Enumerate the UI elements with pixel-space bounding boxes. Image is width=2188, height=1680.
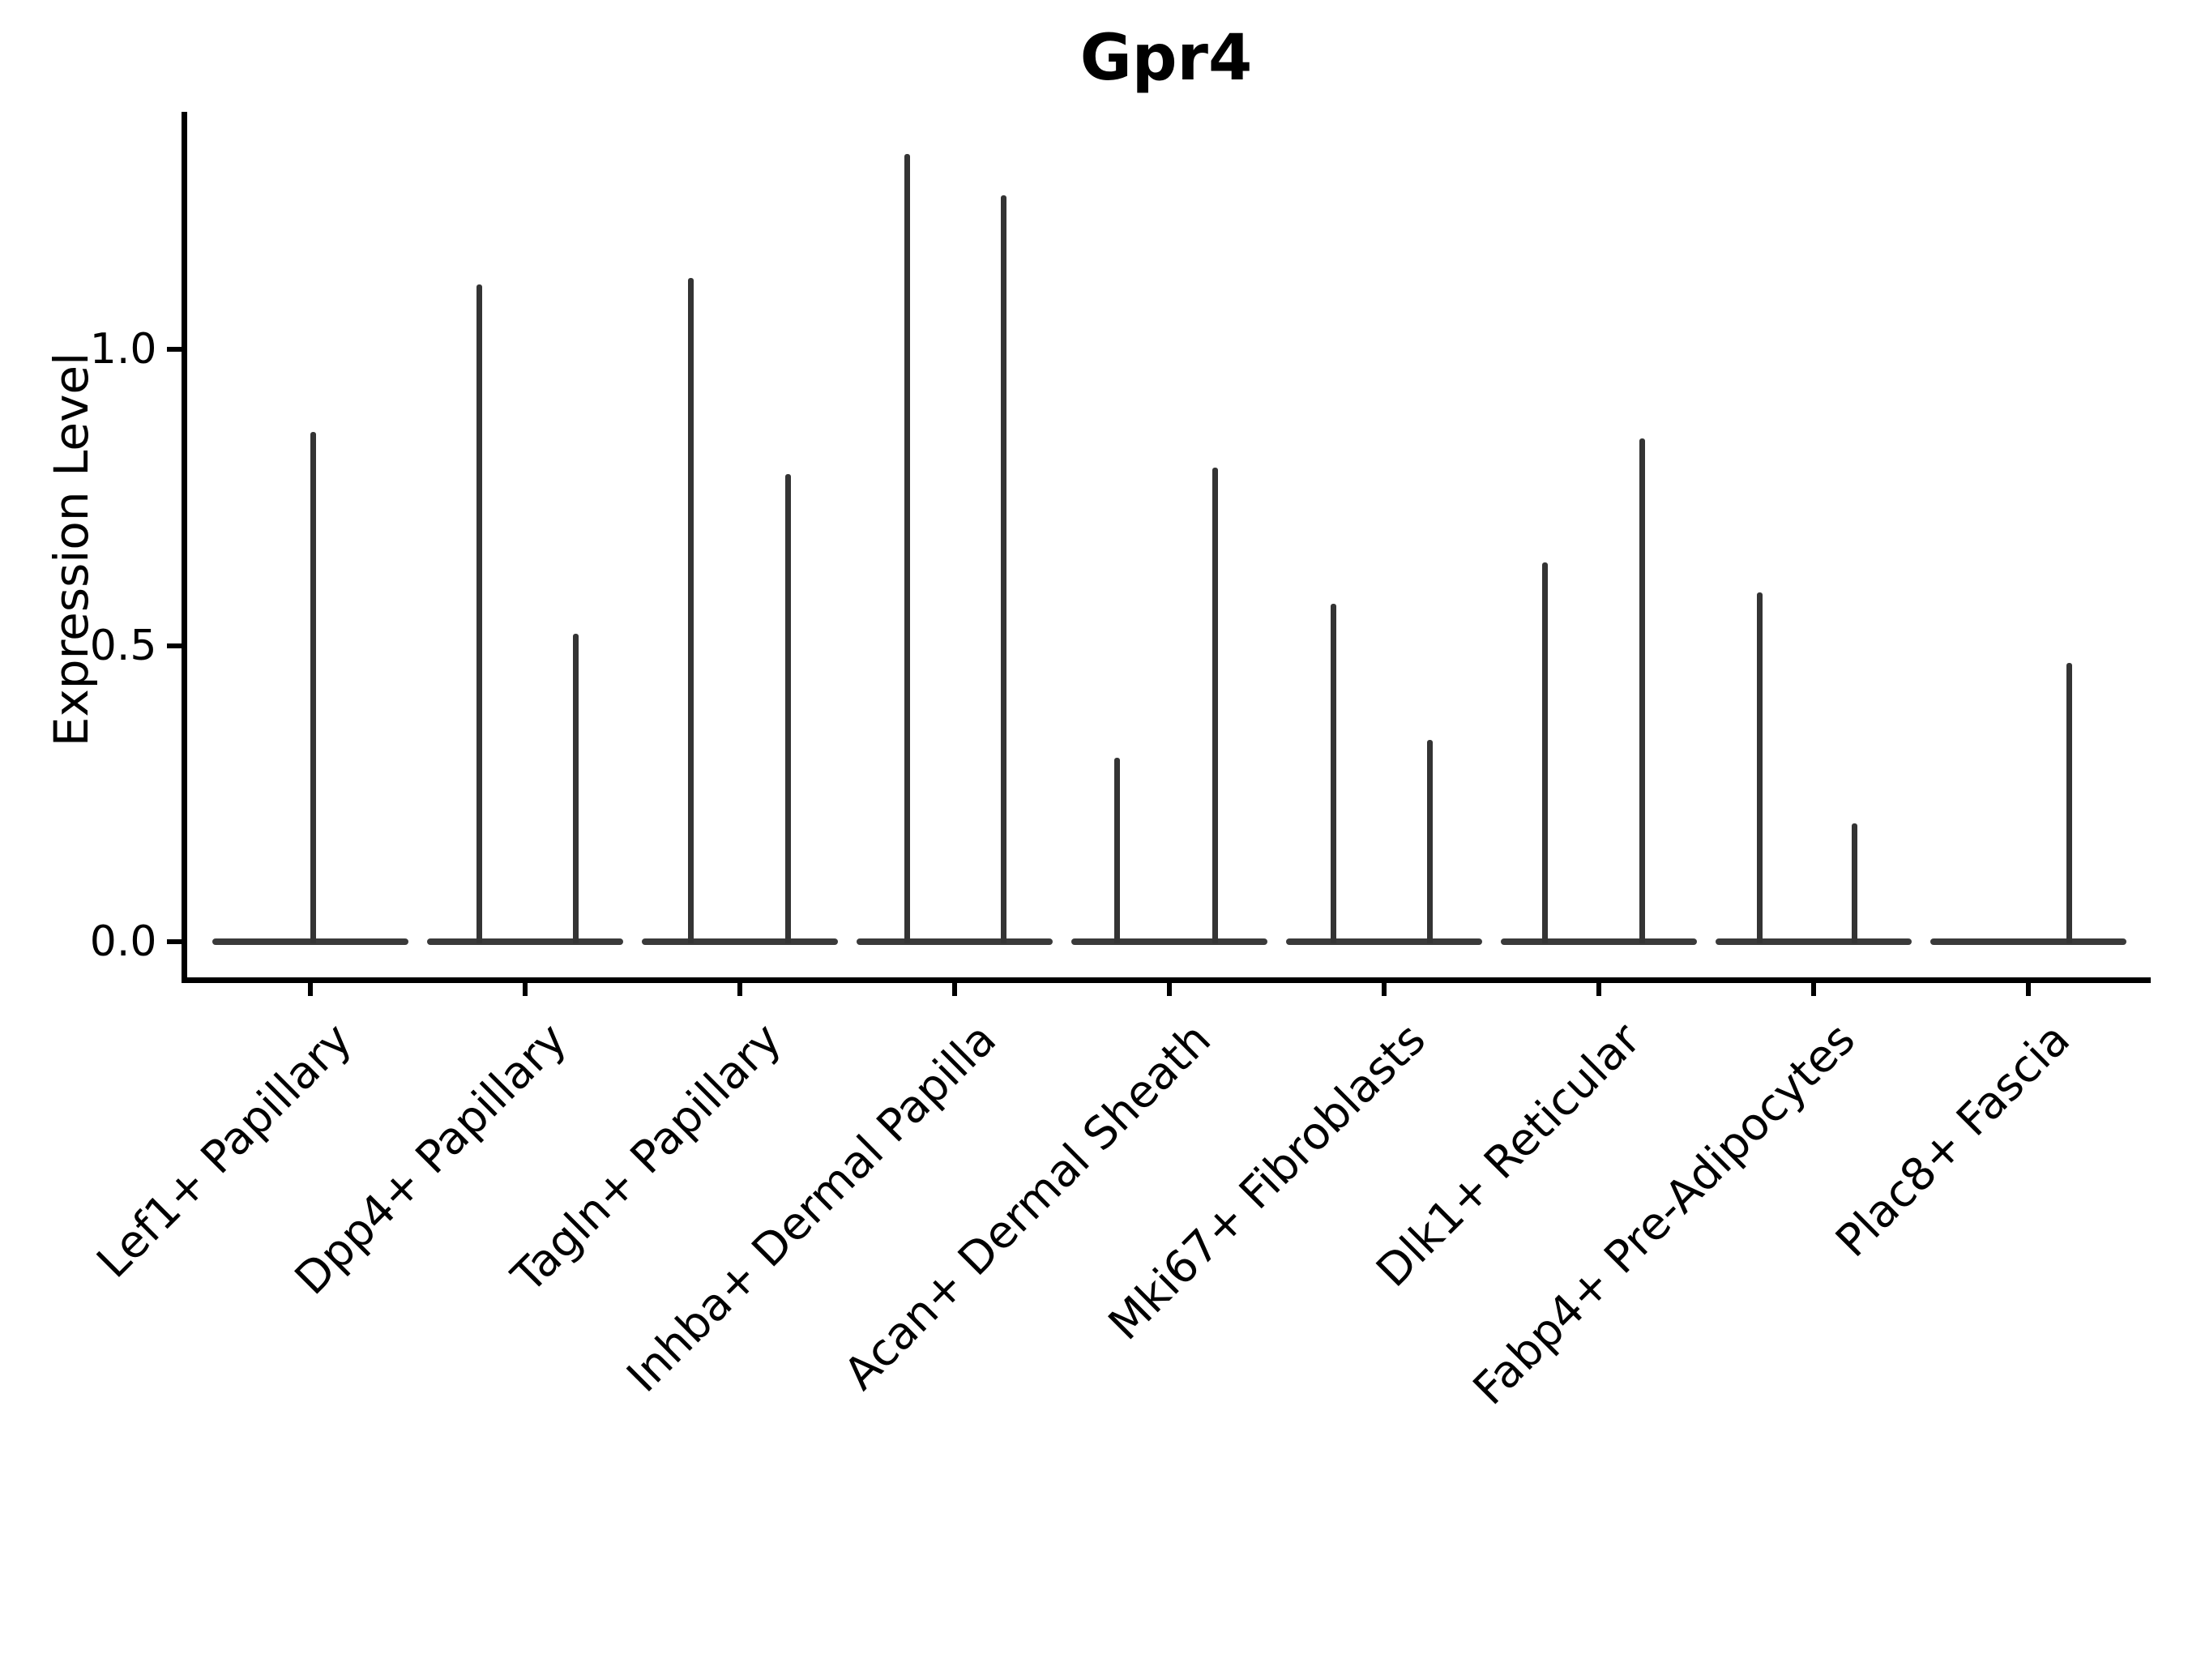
- violin-spike: [1330, 604, 1336, 943]
- y-tick: [166, 347, 182, 352]
- violin-baseline: [857, 938, 1053, 945]
- x-tick: [308, 982, 313, 996]
- y-tick-label: 0.0: [89, 917, 157, 966]
- x-tick: [952, 982, 957, 996]
- violin-spike: [904, 153, 910, 943]
- x-tick: [2026, 982, 2031, 996]
- violin-spike: [572, 633, 579, 943]
- violin-spike: [310, 432, 316, 943]
- violin-baseline: [427, 938, 623, 945]
- violin-spike: [1541, 562, 1548, 943]
- x-tick: [1596, 982, 1601, 996]
- y-tick: [166, 643, 182, 648]
- violin-spike: [476, 284, 482, 943]
- y-tick-label: 0.5: [89, 621, 157, 670]
- bottom-spine: [181, 977, 2151, 983]
- y-tick: [166, 939, 182, 944]
- violin-spike: [1000, 195, 1006, 943]
- violin-baseline: [642, 938, 838, 945]
- violin-spike: [687, 278, 694, 943]
- violin-spike: [784, 473, 791, 943]
- violin-baseline: [1501, 938, 1697, 945]
- violin-baseline: [1071, 938, 1267, 945]
- violin-spike: [1426, 740, 1433, 943]
- violin-spike: [1212, 468, 1218, 943]
- violin-spike: [1639, 438, 1645, 943]
- y-tick-label: 1.0: [89, 325, 157, 374]
- violin-spike: [1756, 592, 1763, 943]
- x-tick-label: Lef1+ Papillary: [87, 1012, 362, 1288]
- x-tick: [1382, 982, 1387, 996]
- x-tick: [737, 982, 742, 996]
- violin-spike: [2066, 663, 2072, 943]
- violin-spike: [1851, 823, 1857, 943]
- x-tick: [1167, 982, 1172, 996]
- y-axis-label: Expression Level: [44, 352, 99, 747]
- violin-baseline: [1930, 938, 2126, 945]
- x-tick: [1811, 982, 1816, 996]
- x-tick: [523, 982, 528, 996]
- violin-spike: [1113, 758, 1120, 943]
- violin-baseline: [1286, 938, 1482, 945]
- chart-title: Gpr4: [1079, 22, 1253, 95]
- left-spine: [181, 112, 187, 983]
- violin-baseline: [1716, 938, 1912, 945]
